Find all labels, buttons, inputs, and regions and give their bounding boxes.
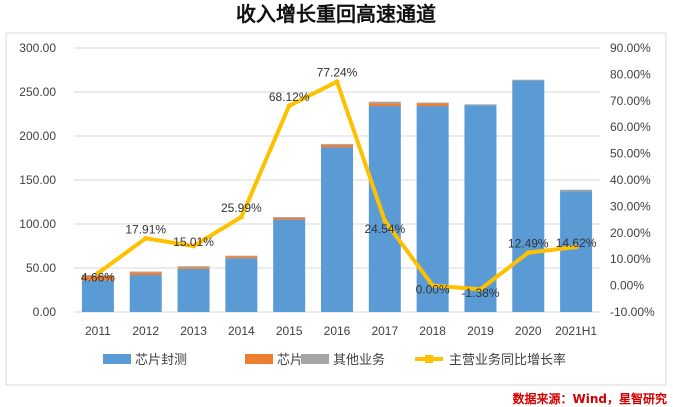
left-tick-label: 250.00 — [19, 85, 56, 99]
right-tick-label: 10.00% — [610, 252, 651, 266]
bar-other — [321, 143, 353, 145]
legend-swatch — [245, 354, 273, 364]
legend: 芯片封测 芯片 其他业务 主营业务同比增长率 — [103, 352, 566, 368]
bars — [81, 79, 593, 312]
left-tick-label: 0.00 — [33, 305, 57, 319]
data-labels: 4.66% 17.91% 15.01% 25.99% 68.12% 77.24% 24.54… — [81, 66, 597, 301]
right-tick-label: 90.00% — [610, 41, 651, 55]
right-tick-label: 60.00% — [610, 120, 651, 134]
bar-other — [225, 255, 258, 257]
bar-packaging — [321, 147, 353, 312]
x-axis: 2011 2012 2013 2014 2015 2016 2017 2018 2019 2020… — [85, 324, 597, 338]
growth-data-label: 4.66% — [81, 270, 115, 284]
growth-line — [95, 79, 579, 292]
legend-label: 其他业务 — [333, 352, 385, 368]
bar-packaging — [464, 105, 497, 312]
bar-chip — [177, 267, 210, 269]
bar-chip — [225, 256, 258, 259]
growth-point — [334, 79, 340, 85]
right-tick-label: 20.00% — [610, 226, 651, 240]
bar-other — [177, 266, 210, 268]
growth-data-label: 15.01% — [173, 235, 214, 249]
left-tick-label: 100.00 — [19, 217, 56, 231]
left-tick-label: 300.00 — [19, 41, 56, 55]
x-tick-label: 2021H1 — [555, 324, 597, 338]
bar-chip — [416, 103, 449, 107]
growth-data-label: 25.99% — [221, 201, 262, 215]
bar-other — [129, 271, 162, 273]
bar-packaging — [129, 275, 162, 312]
x-tick-label: 2019 — [467, 324, 494, 338]
growth-point — [238, 214, 244, 220]
growth-data-label: -1.38% — [461, 286, 499, 300]
growth-data-label: 14.62% — [556, 236, 597, 250]
bar-other — [560, 189, 593, 192]
bar-packaging — [416, 106, 449, 312]
right-tick-label: 30.00% — [610, 199, 651, 213]
left-axis: 0.00 50.00 100.00 150.00 200.00 250.00 300.00 — [19, 41, 56, 319]
growth-point — [525, 250, 531, 256]
growth-point — [286, 103, 292, 109]
bar-packaging — [225, 258, 258, 312]
legend-marker — [425, 355, 433, 363]
right-tick-label: 80.00% — [610, 67, 651, 81]
growth-data-label: 24.54% — [364, 222, 405, 236]
right-tick-label: 50.00% — [610, 147, 651, 161]
x-tick-label: 2014 — [228, 324, 255, 338]
growth-point — [430, 283, 436, 289]
growth-data-label: 0.00% — [416, 283, 450, 297]
right-tick-label: 0.00% — [610, 279, 644, 293]
right-tick-label: 40.00% — [610, 173, 651, 187]
right-tick-label: -10.00% — [610, 305, 655, 319]
growth-data-label: 77.24% — [317, 66, 358, 80]
legend-label: 芯片 — [277, 353, 303, 368]
bar-chip — [273, 217, 306, 220]
growth-point — [95, 270, 101, 276]
legend-swatch — [103, 354, 131, 364]
x-tick-label: 2020 — [515, 324, 542, 338]
growth-point — [573, 244, 579, 250]
bar-other — [416, 102, 449, 104]
left-tick-label: 50.00 — [26, 261, 56, 275]
bar-chip — [81, 275, 114, 281]
x-tick-label: 2016 — [324, 324, 351, 338]
growth-point — [143, 235, 149, 241]
source-note: 数据来源：Wind，星智研究 — [512, 392, 667, 406]
bar-other — [368, 101, 401, 104]
growth-data-label: 12.49% — [508, 237, 549, 251]
x-tick-label: 2013 — [180, 324, 207, 338]
legend-swatch — [301, 354, 329, 364]
bar-chip — [368, 103, 401, 107]
right-tick-label: 70.00% — [610, 94, 651, 108]
x-tick-label: 2017 — [371, 324, 398, 338]
right-axis: -10.00% 0.00% 10.00% 20.00% 30.00% 40.00% 50.0… — [610, 41, 655, 319]
bar-packaging — [81, 280, 114, 312]
bar-chip — [129, 272, 162, 276]
chart-title: 收入增长重回高速通道 — [236, 2, 436, 26]
bar-other — [273, 216, 306, 218]
bar-packaging — [368, 106, 401, 312]
bar-other — [512, 79, 545, 81]
left-tick-label: 200.00 — [19, 129, 56, 143]
left-tick-label: 150.00 — [19, 173, 56, 187]
growth-data-label: 17.91% — [125, 222, 166, 236]
growth-point — [191, 243, 197, 249]
bar-packaging — [560, 191, 593, 312]
bar-packaging — [512, 80, 545, 312]
x-tick-label: 2011 — [85, 324, 111, 338]
x-tick-label: 2015 — [276, 324, 303, 338]
bar-packaging — [273, 219, 306, 312]
x-tick-label: 2018 — [419, 324, 446, 338]
bar-other — [464, 104, 497, 106]
bar-packaging — [177, 268, 210, 312]
legend-label: 芯片封测 — [135, 353, 187, 368]
x-tick-label: 2012 — [132, 324, 159, 338]
growth-data-label: 68.12% — [269, 90, 310, 104]
growth-point — [477, 286, 483, 292]
growth-point — [382, 218, 388, 224]
bar-chip — [321, 144, 353, 148]
legend-label: 主营业务同比增长率 — [449, 352, 566, 368]
